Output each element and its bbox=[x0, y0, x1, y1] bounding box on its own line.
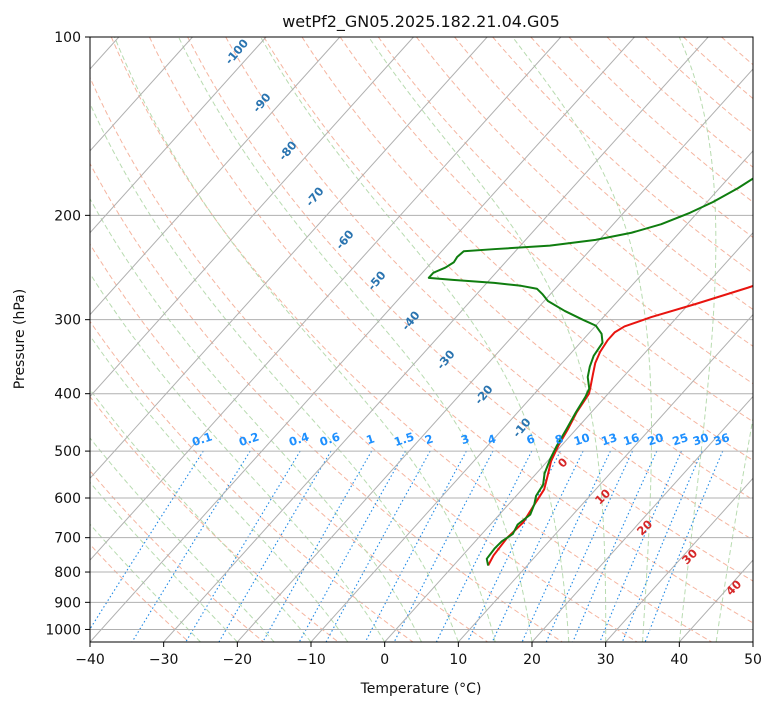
dry-adiabat-line bbox=[339, 37, 753, 423]
mixing-ratio-line bbox=[131, 450, 251, 642]
x-tick-label: 20 bbox=[523, 652, 541, 668]
y-tick-label: 1000 bbox=[45, 622, 81, 638]
line-labels: -100-90-80-70-60-50-40-30-20-10010203040… bbox=[190, 36, 744, 598]
profile-lines bbox=[427, 177, 753, 566]
temperature-profile-line bbox=[487, 284, 753, 566]
y-axis-label: Pressure (hPa) bbox=[12, 289, 28, 389]
mixing-ratio-label: 0.1 bbox=[190, 429, 214, 449]
mixing-ratio-label: 8 bbox=[553, 431, 565, 447]
dry-adiabat-line bbox=[416, 37, 753, 347]
grid-lines bbox=[90, 37, 753, 642]
x-tick-label: 40 bbox=[670, 652, 688, 668]
mixing-ratio-label: 10 bbox=[572, 430, 592, 448]
dry-adiabat-line bbox=[90, 76, 638, 642]
isotherm-line bbox=[90, 37, 193, 152]
mixing-ratio-label: 0.2 bbox=[237, 429, 261, 449]
isotherm-line bbox=[90, 37, 267, 234]
y-tick-label: 900 bbox=[54, 595, 81, 611]
mixing-ratio-label: 4 bbox=[486, 431, 498, 447]
isotherm-line bbox=[236, 68, 753, 642]
isotherm-line bbox=[163, 37, 709, 642]
mixing-ratio-line bbox=[644, 450, 724, 642]
plot-frame bbox=[89, 36, 754, 643]
x-tick-label: −10 bbox=[296, 652, 326, 668]
x-axis-label: Temperature (°C) bbox=[360, 681, 482, 697]
moist-adiabat-line bbox=[368, 37, 607, 642]
mixing-ratio-line bbox=[262, 450, 373, 642]
moist-adiabat-line bbox=[90, 388, 312, 642]
isotherm-line bbox=[90, 37, 414, 398]
x-tick-label: 10 bbox=[449, 652, 467, 668]
mixing-ratio-label: 0.6 bbox=[318, 429, 342, 449]
y-tick-label: 500 bbox=[54, 444, 81, 460]
x-tick-label: 50 bbox=[744, 652, 762, 668]
mixing-ratio-label: 13 bbox=[599, 430, 619, 448]
x-tick-label: −40 bbox=[75, 652, 105, 668]
y-tick-label: 600 bbox=[54, 491, 81, 507]
mixing-ratio-label: 25 bbox=[670, 430, 690, 448]
mixing-ratio-line bbox=[325, 450, 431, 642]
moist-adiabat-line bbox=[260, 37, 570, 642]
chart-title: wetPf2_GN05.2025.182.21.04.G05 bbox=[282, 12, 560, 32]
isotherm-line bbox=[90, 37, 488, 480]
mixing-ratio-line bbox=[545, 450, 634, 642]
isotherm-line bbox=[90, 37, 635, 642]
y-tick-label: 700 bbox=[54, 531, 81, 547]
x-tick-label: 0 bbox=[380, 652, 389, 668]
y-tick-label: 800 bbox=[54, 565, 81, 581]
mixing-ratio-line bbox=[364, 450, 467, 642]
moist-adiabat-line bbox=[678, 37, 717, 642]
isotherm-line bbox=[384, 231, 753, 642]
isotherm-line bbox=[310, 150, 753, 642]
mixing-ratio-line bbox=[521, 450, 611, 642]
dry-adiabat-line bbox=[90, 543, 190, 642]
y-tick-label: 400 bbox=[54, 387, 81, 403]
moist-adiabat-line bbox=[90, 523, 201, 642]
moist-adiabat-line bbox=[90, 102, 459, 642]
mixing-ratio-label: 6 bbox=[525, 431, 537, 447]
moist-adiabat-line bbox=[114, 37, 496, 642]
isotherm-line bbox=[90, 37, 341, 316]
mixing-ratio-line bbox=[435, 450, 533, 642]
moist-adiabat-line bbox=[90, 197, 422, 642]
mixing-ratio-label: 2 bbox=[423, 431, 435, 447]
dry-adiabat-line bbox=[377, 37, 753, 385]
isotherm-line bbox=[90, 37, 562, 561]
mixing-ratio-line bbox=[467, 450, 561, 642]
x-tick-label: −20 bbox=[223, 652, 253, 668]
isotherm-line bbox=[531, 395, 753, 642]
x-tick-label: −30 bbox=[149, 652, 179, 668]
dry-adiabat-line bbox=[90, 243, 488, 642]
mixing-ratio-label: 30 bbox=[691, 430, 711, 448]
moist-adiabat-line bbox=[512, 37, 653, 642]
mixing-ratio-label: 16 bbox=[622, 430, 642, 448]
mixing-ratio-label: 1 bbox=[364, 431, 376, 447]
mixing-ratio-label: 0.4 bbox=[287, 429, 311, 449]
axis-ticks: −40 −30 −20 −10 0 10 20 30 40 5010020030040050060… bbox=[45, 30, 762, 668]
dry-adiabat-line bbox=[90, 395, 339, 642]
mixing-ratio-label: 36 bbox=[712, 430, 732, 448]
moist-adiabat-line bbox=[90, 272, 386, 642]
moist-adiabat-line bbox=[715, 415, 753, 642]
isotherm-line bbox=[605, 477, 753, 642]
dewpoint-profile-line bbox=[427, 177, 753, 566]
dry-adiabat-line bbox=[90, 469, 264, 642]
y-tick-label: 200 bbox=[54, 208, 81, 224]
x-tick-label: 30 bbox=[597, 652, 615, 668]
dry-adiabat-line bbox=[301, 37, 753, 462]
mixing-ratio-label: 20 bbox=[646, 430, 666, 448]
moist-adiabat-line bbox=[90, 481, 238, 642]
moist-adiabat-line bbox=[90, 437, 275, 642]
y-tick-label: 300 bbox=[54, 313, 81, 329]
mixing-ratio-label: 1.5 bbox=[392, 429, 416, 449]
moist-adiabat-line bbox=[178, 37, 533, 642]
isotherm-line bbox=[457, 313, 753, 642]
y-tick-label: 100 bbox=[54, 30, 81, 46]
dry-adiabat-line bbox=[110, 37, 712, 642]
mixing-ratio-line bbox=[298, 450, 406, 642]
mixing-ratio-label: 3 bbox=[459, 431, 471, 447]
